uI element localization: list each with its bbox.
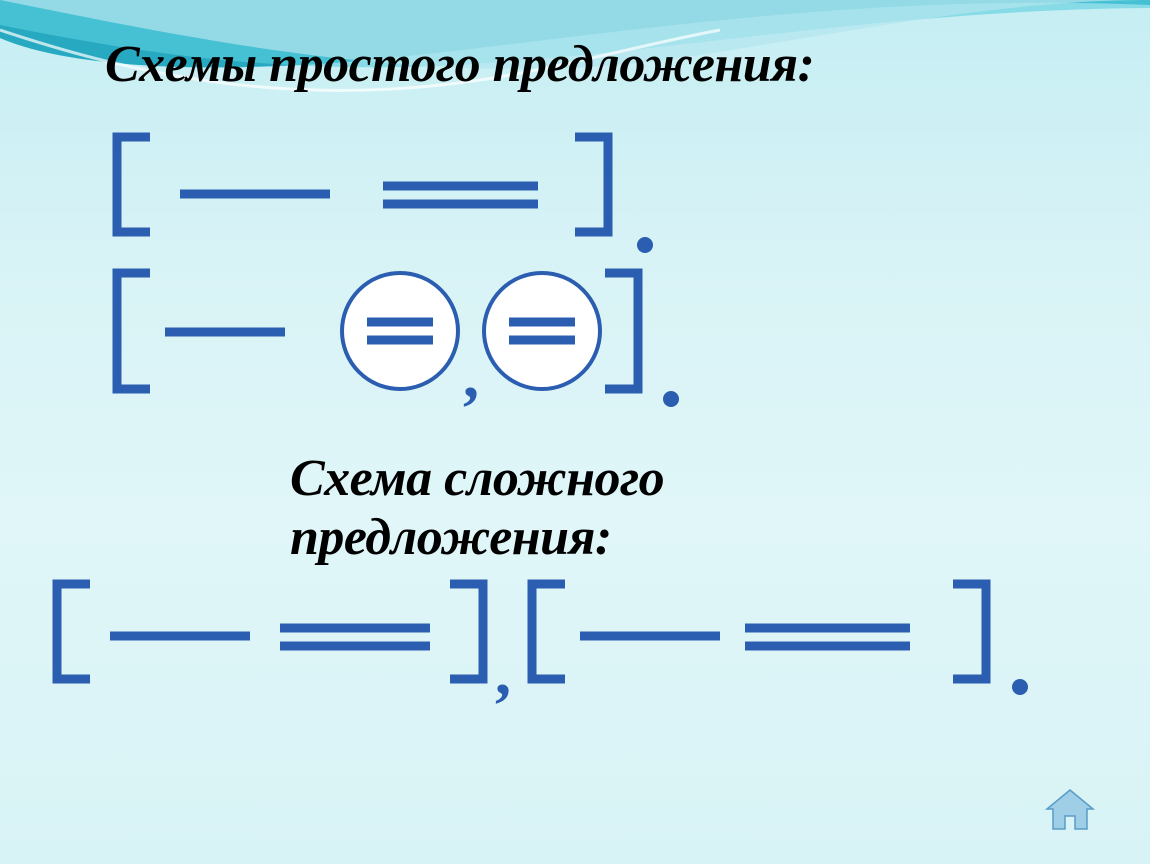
- schema-simple-2: ,: [105, 249, 1115, 419]
- schema-complex: ,: [45, 566, 1055, 706]
- home-button[interactable]: [1045, 789, 1095, 836]
- subtitle-line1: Схема сложного: [290, 449, 1080, 508]
- svg-text:,: ,: [463, 340, 479, 411]
- subtitle-complex-block: Схема сложного предложения:: [290, 449, 1080, 567]
- svg-text:,: ,: [495, 637, 511, 706]
- schema-simple-1: [105, 119, 1115, 254]
- title-simple: Схемы простого предложения:: [105, 35, 1080, 94]
- house-icon: [1045, 789, 1095, 831]
- subtitle-line2: предложения:: [290, 508, 1080, 567]
